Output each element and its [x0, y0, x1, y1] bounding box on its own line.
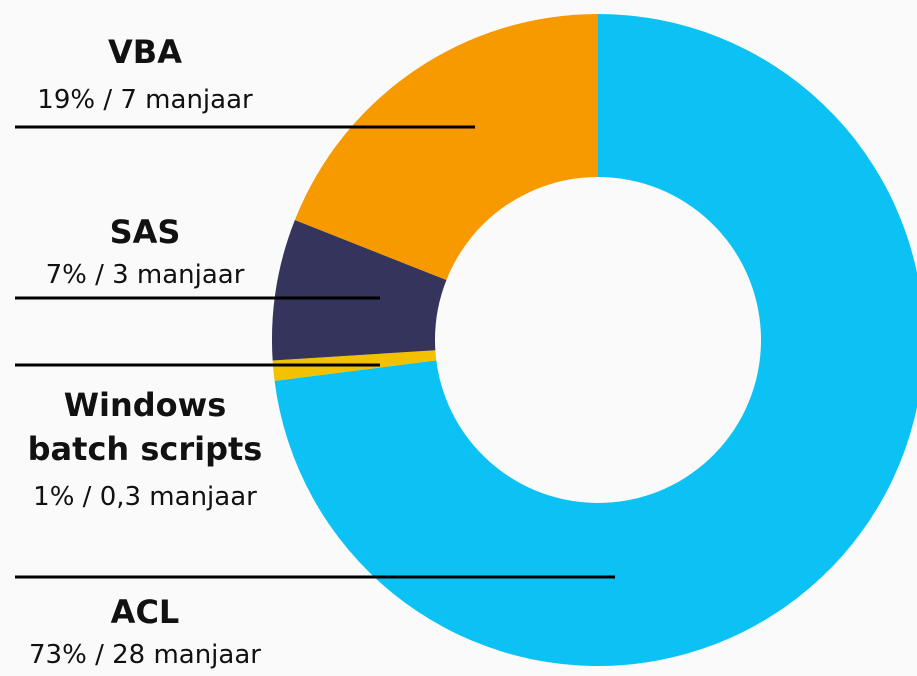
value-label: 19% / 7 manjaar	[37, 85, 253, 115]
category-label: ACL	[110, 593, 180, 631]
donut-slice	[274, 14, 917, 666]
category-label: Windows batch scripts	[27, 386, 263, 468]
category-label: VBA	[108, 33, 182, 71]
donut-slice	[294, 14, 598, 280]
value-label: 1% / 0,3 manjaar	[33, 482, 257, 512]
category-label: SAS	[109, 213, 181, 251]
value-label: 73% / 28 manjaar	[29, 640, 261, 670]
donut-slice	[272, 219, 447, 361]
value-label: 7% / 3 manjaar	[45, 260, 245, 290]
